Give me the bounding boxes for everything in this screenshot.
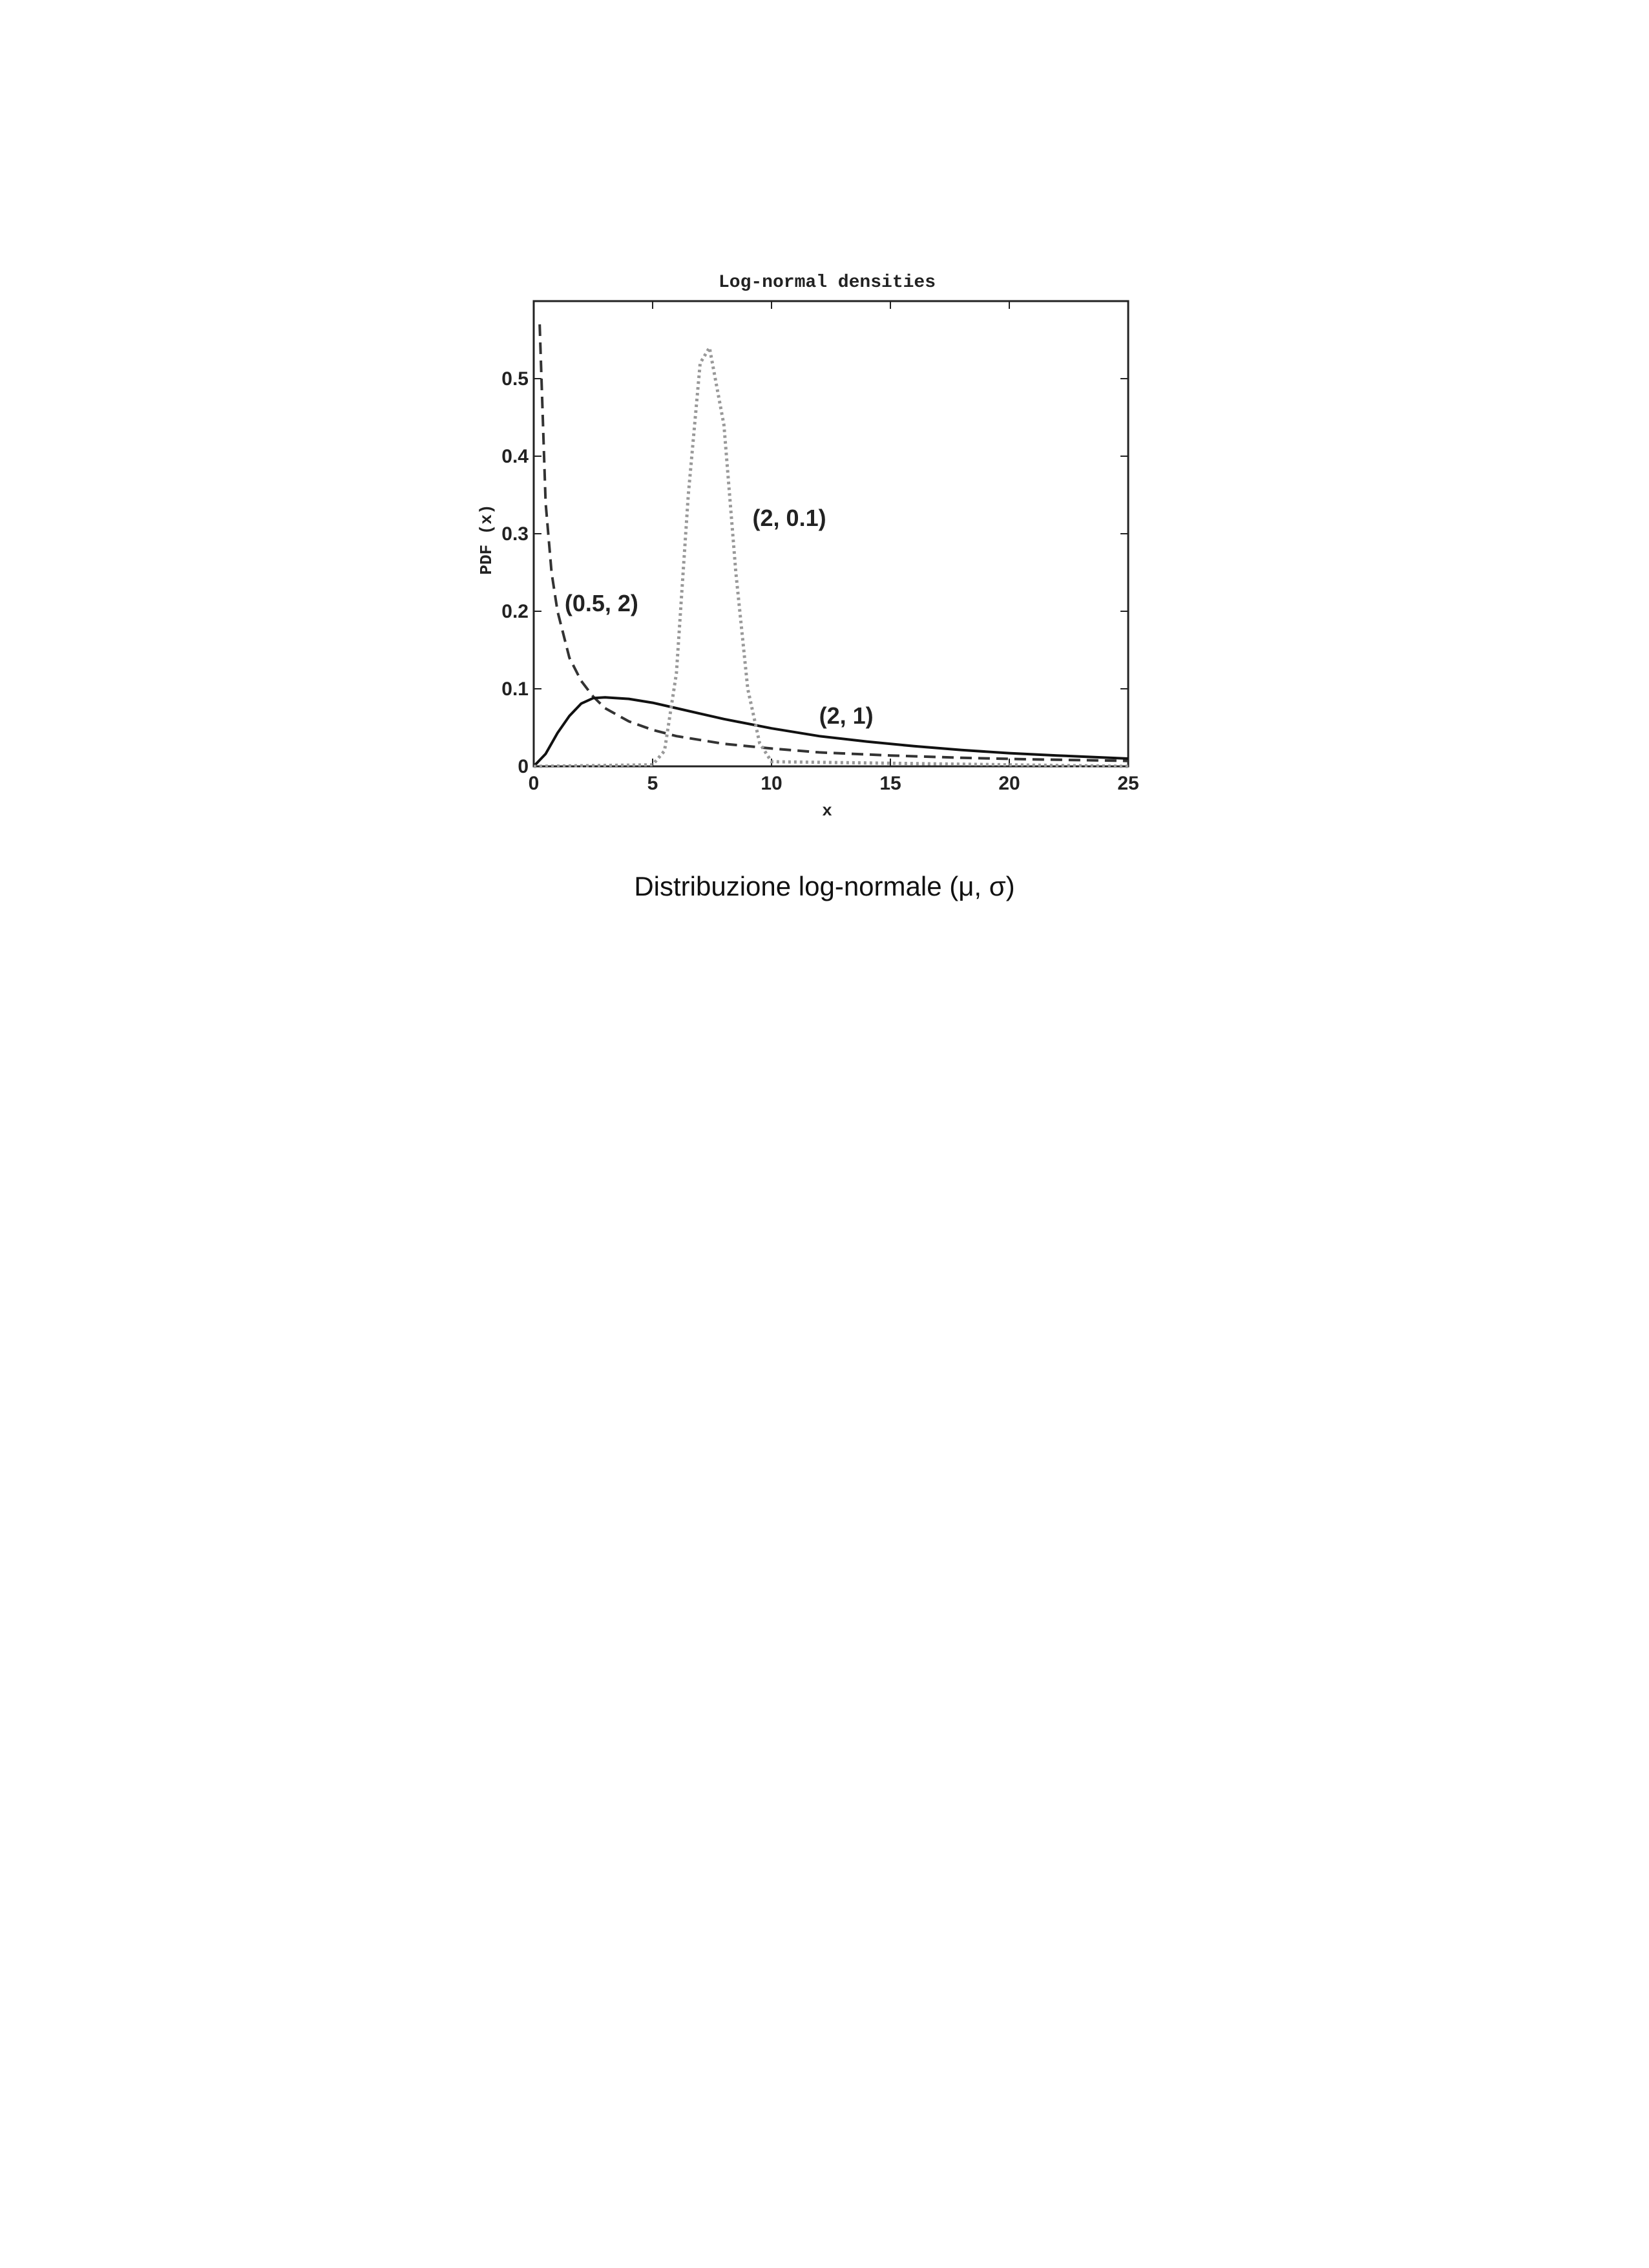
x-tick-label: 25 xyxy=(1117,773,1139,794)
series-annotation-2: (2, 1) xyxy=(819,702,874,729)
y-axis-label: PDF (x) xyxy=(477,504,496,574)
x-tick-label: 10 xyxy=(761,773,782,794)
x-tick-label: 0 xyxy=(529,773,540,794)
series-annotation-3: (2, 0.1) xyxy=(753,505,826,531)
series-annotation-1: (0.5, 2) xyxy=(565,590,638,616)
y-tick-label: 0 xyxy=(518,756,529,777)
plot-area: 0 5 10 15 20 25 0 0.1 0.2 0.3 0.4 0.5 (0.5, 2) (2, 1)… xyxy=(501,300,1139,794)
chart-title: Log-normal densities xyxy=(719,273,936,293)
figure-caption: Distribuzione log-normale (μ, σ) xyxy=(634,871,1015,901)
series-line-1 xyxy=(538,324,1129,762)
y-tick-label: 0.3 xyxy=(501,523,529,545)
x-axis-label: x xyxy=(822,801,832,821)
y-tick-label: 0.1 xyxy=(501,678,529,700)
y-tick-label: 0.4 xyxy=(501,446,529,467)
series-line-3 xyxy=(533,346,1129,768)
plot-frame xyxy=(532,300,1129,768)
x-tick-label: 20 xyxy=(998,773,1020,794)
y-tick-label: 0.5 xyxy=(501,368,529,390)
series-line-2 xyxy=(532,696,1129,768)
x-tick-label: 5 xyxy=(647,773,658,794)
x-tick-label: 15 xyxy=(879,773,901,794)
y-tick-label: 0.2 xyxy=(501,601,529,622)
